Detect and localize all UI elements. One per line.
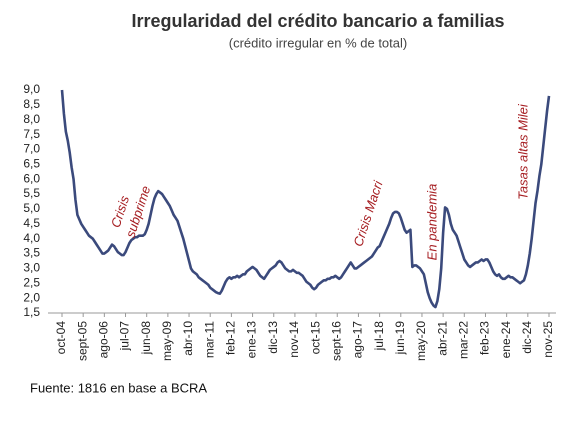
x-tick-label: sept-05	[75, 321, 89, 361]
y-tick-label: 2,0	[23, 290, 40, 304]
x-tick-label: may-20	[414, 321, 428, 361]
y-tick-label: 5,5	[23, 186, 40, 200]
y-tick-label: 5,0	[23, 201, 40, 215]
y-tick-label: 9,0	[23, 82, 40, 96]
x-tick-label: feb-12	[224, 321, 238, 355]
data-line	[60, 89, 551, 309]
x-tick-label: mar-22	[456, 321, 470, 359]
x-tick-label: nov-25	[541, 321, 555, 358]
y-tick-label: 2,5	[23, 275, 40, 289]
x-tick-label: abr-21	[435, 321, 449, 356]
x-tick-label: abr-10	[181, 321, 195, 356]
y-tick-label: 7,5	[23, 127, 40, 141]
x-tick-label: sept-16	[329, 321, 343, 361]
annotation: Tasas altas Milei	[515, 103, 530, 200]
source-note: Fuente: 1816 en base a BCRA	[30, 380, 207, 395]
x-tick-label: jul-07	[118, 321, 132, 352]
y-tick-label: 3,0	[23, 261, 40, 275]
y-tick-label: 3,5	[23, 246, 40, 260]
y-tick-label: 4,0	[23, 231, 40, 245]
annotation: En pandemia	[424, 184, 439, 261]
x-tick-label: dic-24	[520, 321, 534, 354]
x-tick-label: nov-14	[287, 321, 301, 358]
x-tick-label: ago-17	[351, 321, 365, 359]
x-tick-label: ene-13	[245, 321, 259, 359]
x-tick-label: dic-13	[266, 321, 280, 354]
y-tick-label: 1,5	[23, 305, 40, 319]
y-tick-label: 8,5	[23, 97, 40, 111]
x-tick-label: feb-23	[478, 321, 492, 355]
x-tick-label: ago-06	[97, 321, 111, 359]
y-tick-label: 6,0	[23, 171, 40, 185]
x-tick-label: jun-19	[393, 321, 407, 356]
x-tick-label: oct-04	[54, 321, 68, 355]
x-tick-label: jul-18	[372, 321, 386, 352]
x-tick-label: jun-08	[139, 321, 153, 356]
y-tick-label: 8,0	[23, 112, 40, 126]
chart-title: Irregularidad del crédito bancario a fam…	[131, 11, 504, 31]
x-tick-label: may-09	[160, 321, 174, 361]
annotation: Crisis Macri	[350, 178, 386, 248]
x-tick-label: mar-11	[202, 321, 216, 358]
y-tick-label: 7,0	[23, 142, 40, 156]
x-tick-label: ene-24	[499, 321, 513, 359]
y-tick-label: 6,5	[23, 157, 40, 171]
y-tick-label: 4,5	[23, 216, 40, 230]
chart-subtitle: (crédito irregular en % de total)	[229, 35, 407, 50]
x-tick-label: oct-15	[308, 321, 322, 355]
